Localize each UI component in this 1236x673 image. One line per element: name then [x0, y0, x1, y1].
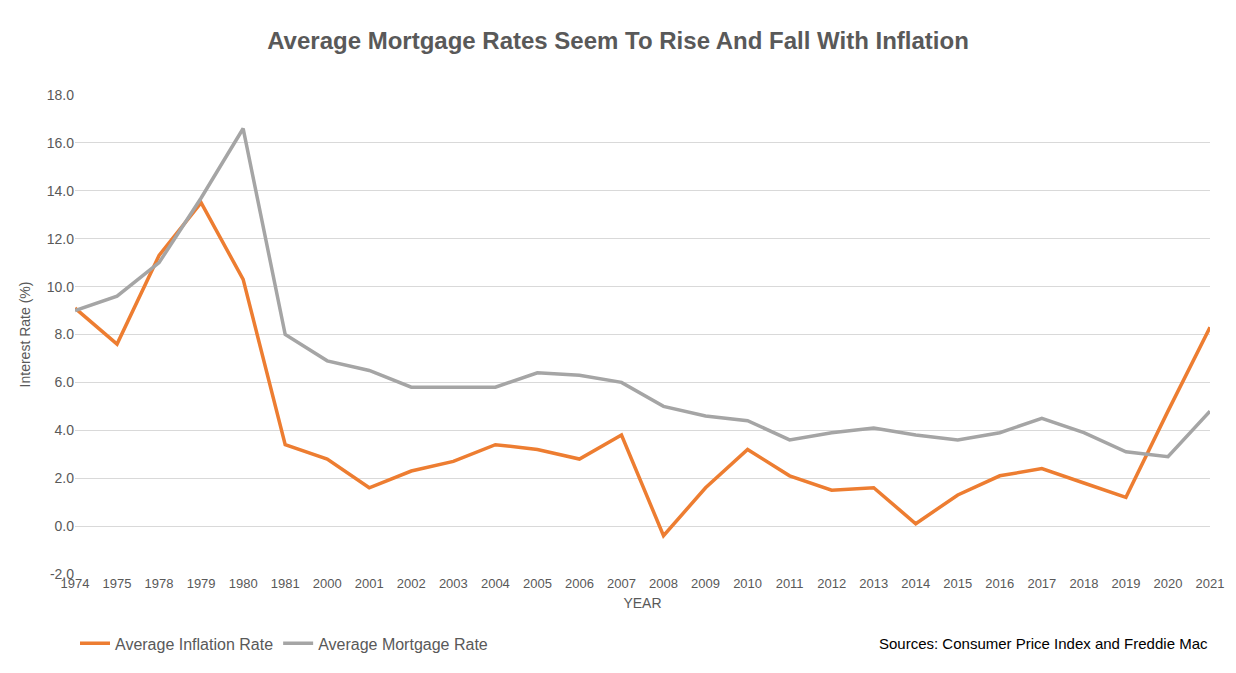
svg-text:Interest Rate (%): Interest Rate (%)	[17, 282, 33, 388]
svg-text:-2.0: -2.0	[50, 566, 74, 582]
svg-text:2012: 2012	[817, 576, 846, 591]
svg-text:8.0: 8.0	[55, 326, 75, 342]
svg-text:14.0: 14.0	[47, 183, 74, 199]
svg-text:2001: 2001	[355, 576, 384, 591]
svg-text:0.0: 0.0	[55, 518, 75, 534]
svg-text:2000: 2000	[313, 576, 342, 591]
svg-text:2010: 2010	[733, 576, 762, 591]
svg-text:16.0: 16.0	[47, 135, 74, 151]
svg-text:2003: 2003	[439, 576, 468, 591]
svg-text:12.0: 12.0	[47, 231, 74, 247]
svg-text:10.0: 10.0	[47, 279, 74, 295]
svg-text:2.0: 2.0	[55, 470, 75, 486]
svg-text:2020: 2020	[1153, 576, 1182, 591]
svg-text:1978: 1978	[145, 576, 174, 591]
svg-text:2007: 2007	[607, 576, 636, 591]
svg-text:1979: 1979	[187, 576, 216, 591]
svg-text:2009: 2009	[691, 576, 720, 591]
svg-text:1981: 1981	[271, 576, 300, 591]
svg-text:2006: 2006	[565, 576, 594, 591]
svg-text:2014: 2014	[901, 576, 930, 591]
svg-text:2004: 2004	[481, 576, 510, 591]
svg-text:2011: 2011	[776, 576, 804, 591]
svg-text:YEAR: YEAR	[623, 595, 661, 611]
svg-text:Sources: Consumer Price Index: Sources: Consumer Price Index and Freddi…	[879, 635, 1208, 652]
svg-text:Average Mortgage Rate: Average Mortgage Rate	[318, 636, 488, 653]
svg-text:2019: 2019	[1111, 576, 1140, 591]
svg-text:1974: 1974	[61, 576, 90, 591]
svg-text:2005: 2005	[523, 576, 552, 591]
svg-text:4.0: 4.0	[55, 422, 75, 438]
svg-text:2018: 2018	[1069, 576, 1098, 591]
svg-text:1980: 1980	[229, 576, 258, 591]
svg-text:2021: 2021	[1196, 576, 1225, 591]
svg-text:2008: 2008	[649, 576, 678, 591]
svg-text:2016: 2016	[985, 576, 1014, 591]
svg-text:Average Mortgage Rates Seem To: Average Mortgage Rates Seem To Rise And …	[267, 27, 969, 54]
svg-text:2002: 2002	[397, 576, 426, 591]
svg-text:Average Inflation Rate: Average Inflation Rate	[115, 636, 273, 653]
svg-text:2013: 2013	[859, 576, 888, 591]
svg-text:1975: 1975	[103, 576, 132, 591]
svg-text:6.0: 6.0	[55, 374, 75, 390]
svg-text:2015: 2015	[943, 576, 972, 591]
svg-text:18.0: 18.0	[47, 87, 74, 103]
svg-text:2017: 2017	[1027, 576, 1056, 591]
